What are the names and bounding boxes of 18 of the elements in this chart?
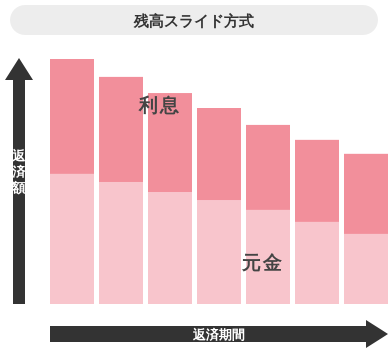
bar bbox=[50, 59, 94, 174]
title: 残高スライド方式 bbox=[10, 5, 378, 35]
bar bbox=[197, 200, 241, 304]
arrow-y: 返済額 bbox=[5, 58, 33, 304]
bar bbox=[50, 174, 94, 304]
bar bbox=[197, 108, 241, 200]
bar bbox=[344, 234, 388, 304]
bar bbox=[99, 182, 143, 304]
chart-title: 残高スライド方式 bbox=[133, 12, 254, 30]
x-axis-title: 返済期間 bbox=[192, 327, 245, 343]
bar bbox=[295, 222, 339, 304]
series-label: 元金 bbox=[241, 252, 284, 274]
bar bbox=[246, 124, 290, 210]
bar bbox=[295, 140, 339, 222]
arrow-x: 返済期間 bbox=[50, 320, 388, 348]
bar bbox=[148, 192, 192, 304]
y-axis-title: 返済額 bbox=[12, 148, 26, 196]
bar bbox=[344, 154, 388, 234]
